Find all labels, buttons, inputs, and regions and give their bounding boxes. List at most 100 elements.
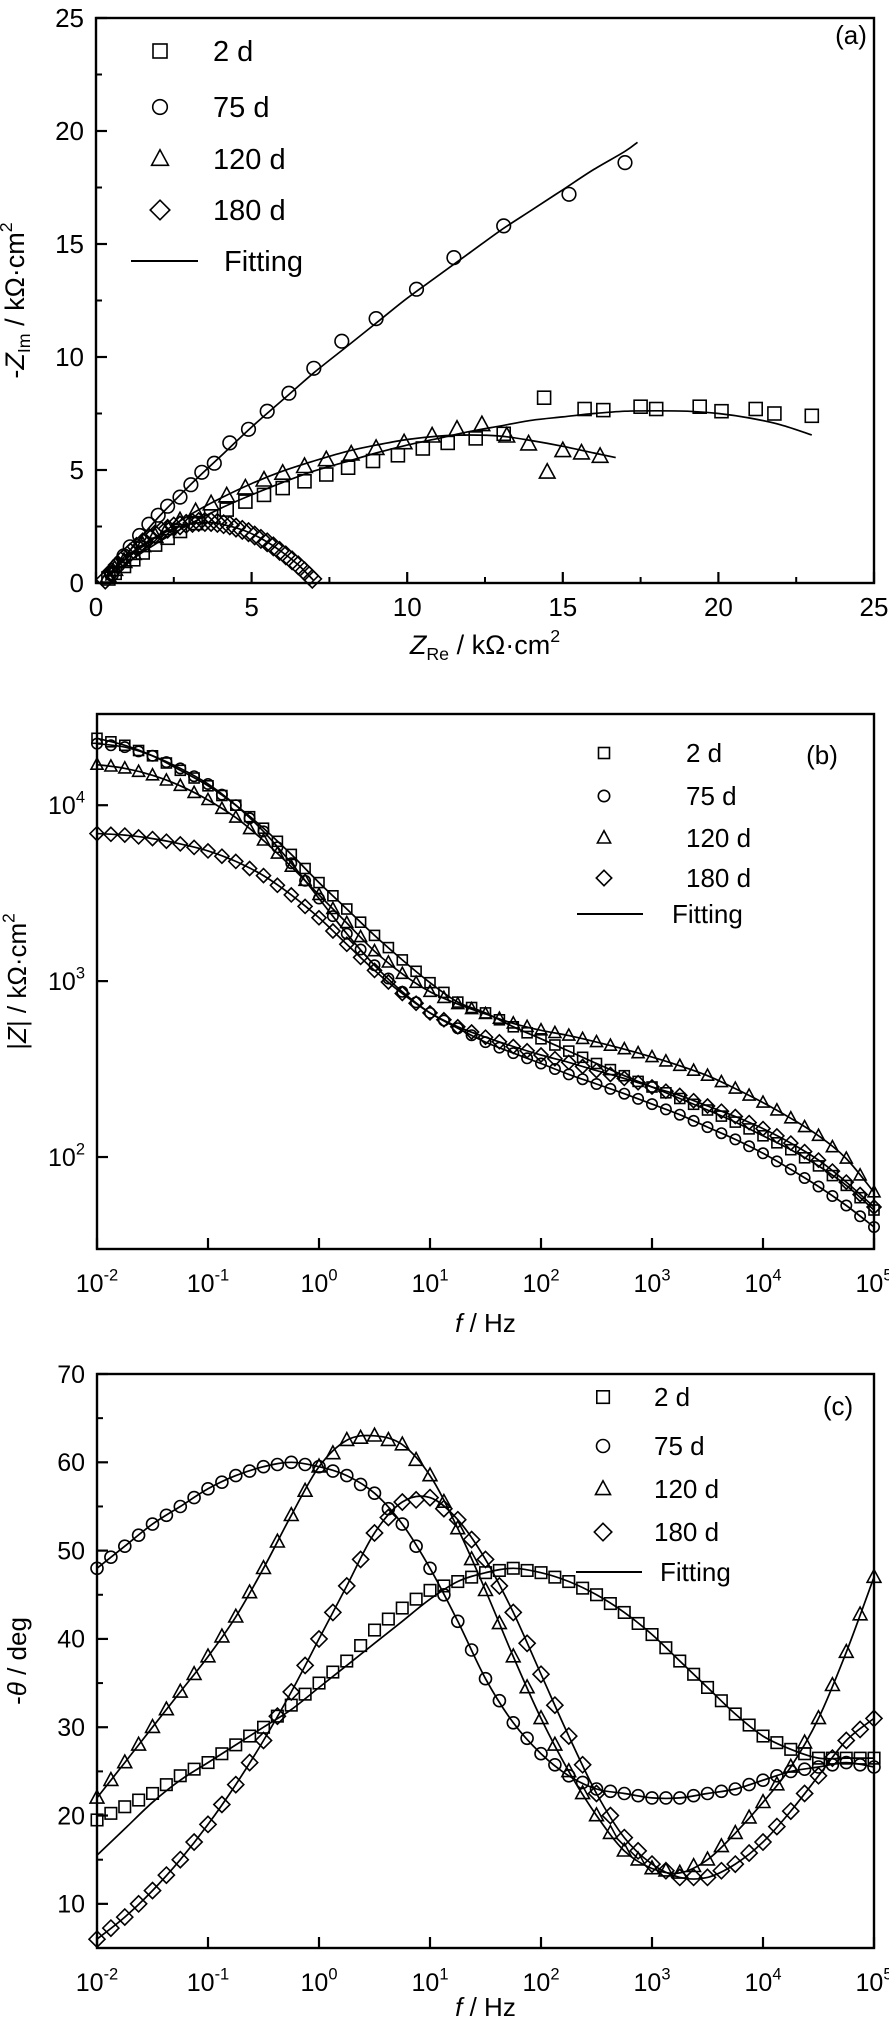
diamond-marker-icon [408,1492,424,1508]
circle-marker-icon [195,466,209,480]
series-2d-markers [102,391,818,585]
diamond-legend-icon [596,870,611,885]
legend-label-fitting: Fitting [660,1557,731,1587]
fitting-line-75d [105,142,637,578]
square-marker-icon [715,405,728,418]
y-tick-label: 70 [57,1361,85,1389]
diamond-legend-icon [150,200,170,220]
x-tick-label: 10-2 [76,1267,118,1298]
y-tick-label: 60 [57,1449,85,1477]
square-marker-icon [355,1640,367,1652]
circle-legend-icon [597,1440,610,1453]
triangle-marker-icon [521,435,537,450]
diamond-marker-icon [713,1863,729,1879]
series-2d-markers [92,733,879,1215]
triangle-marker-icon [757,1096,769,1107]
triangle-legend-icon [597,831,610,843]
triangle-marker-icon [243,1585,257,1598]
triangle-marker-icon [368,1428,382,1441]
legend-label-120d: 120 d [654,1474,719,1504]
x-tick-label: 0 [89,592,103,622]
x-tick-label: 15 [548,592,577,622]
y-tick-label: 15 [55,229,84,259]
panel-tag-b: (b) [806,740,838,770]
panel-tag-c: (c) [823,1391,853,1421]
triangle-marker-icon [382,956,394,967]
y-axis-label: |Z| / kΩ·cm2 [0,913,32,1049]
square-legend-icon [597,1391,610,1404]
x-tick-label: 5 [244,592,258,622]
x-tick-label: 104 [745,1267,782,1298]
legend-label-180d: 180 d [654,1517,719,1547]
fitting-line-2d [97,1568,874,1855]
x-tick-label: 101 [412,1966,449,1997]
legend-label-180d: 180 d [686,863,751,893]
triangle-legend-icon [596,1481,611,1495]
square-marker-icon [133,1794,145,1806]
triangle-marker-icon [785,1112,797,1123]
square-marker-icon [383,1613,395,1625]
y-tick-label: 10 [57,1891,85,1919]
y-tick-label: 102 [48,1140,85,1171]
x-tick-label: 102 [523,1966,560,1997]
square-marker-icon [410,1593,422,1605]
triangle-marker-icon [410,976,422,987]
y-axis-label: -ZIm / kΩ·cm2 [0,222,34,378]
triangle-marker-icon [548,1737,562,1750]
square-marker-icon [469,432,482,445]
legend-label-75d: 75 d [213,92,269,124]
fitting-line-75d [97,1462,874,1798]
y-tick-label: 25 [55,3,84,33]
triangle-marker-icon [813,1129,825,1140]
square-marker-icon [650,403,663,416]
x-tick-label: 103 [634,1966,671,1997]
plot-frame [97,714,874,1249]
x-tick-label: 10 [393,592,422,622]
y-tick-label: 10 [55,342,84,372]
square-marker-icon [369,1624,381,1636]
square-marker-icon [538,391,551,404]
square-marker-icon [597,404,610,417]
series-75d-markers [92,738,879,1232]
legend-label-fitting: Fitting [224,246,303,278]
legend-label-75d: 75 d [686,781,737,811]
square-marker-icon [105,1808,117,1820]
circle-marker-icon [335,334,349,348]
square-marker-icon [161,1779,173,1791]
circle-marker-icon [161,499,175,513]
y-tick-label: 20 [55,116,84,146]
y-tick-label: 30 [57,1714,85,1742]
triangle-marker-icon [230,811,242,822]
square-marker-icon [416,442,429,455]
circle-marker-icon [260,404,274,418]
x-axis-label: f / Hz [455,1308,516,1338]
y-tick-label: 40 [57,1626,85,1654]
series-120d-markers [90,1428,881,1878]
diamond-marker-icon [436,1501,452,1517]
legend-label-2d: 2 d [213,36,253,68]
y-tick-label: 5 [70,455,84,485]
x-tick-label: 104 [745,1966,782,1997]
legend-label-fitting: Fitting [672,899,743,929]
square-marker-icon [805,409,818,422]
circle-marker-icon [173,490,187,504]
x-tick-label: 103 [634,1267,671,1298]
x-tick-label: 10-1 [187,1267,229,1298]
triangle-legend-icon [152,150,169,166]
y-tick-label: 50 [57,1537,85,1565]
legend-label-2d: 2 d [654,1382,690,1412]
x-tick-label: 101 [412,1267,449,1298]
x-tick-label: 25 [860,592,889,622]
triangle-marker-icon [729,1082,741,1093]
triangle-marker-icon [202,793,214,804]
y-tick-label: 104 [48,789,85,820]
circle-legend-icon [153,100,168,115]
x-axis-label: f / Hz [455,1992,516,2022]
x-tick-label: 20 [704,592,733,622]
